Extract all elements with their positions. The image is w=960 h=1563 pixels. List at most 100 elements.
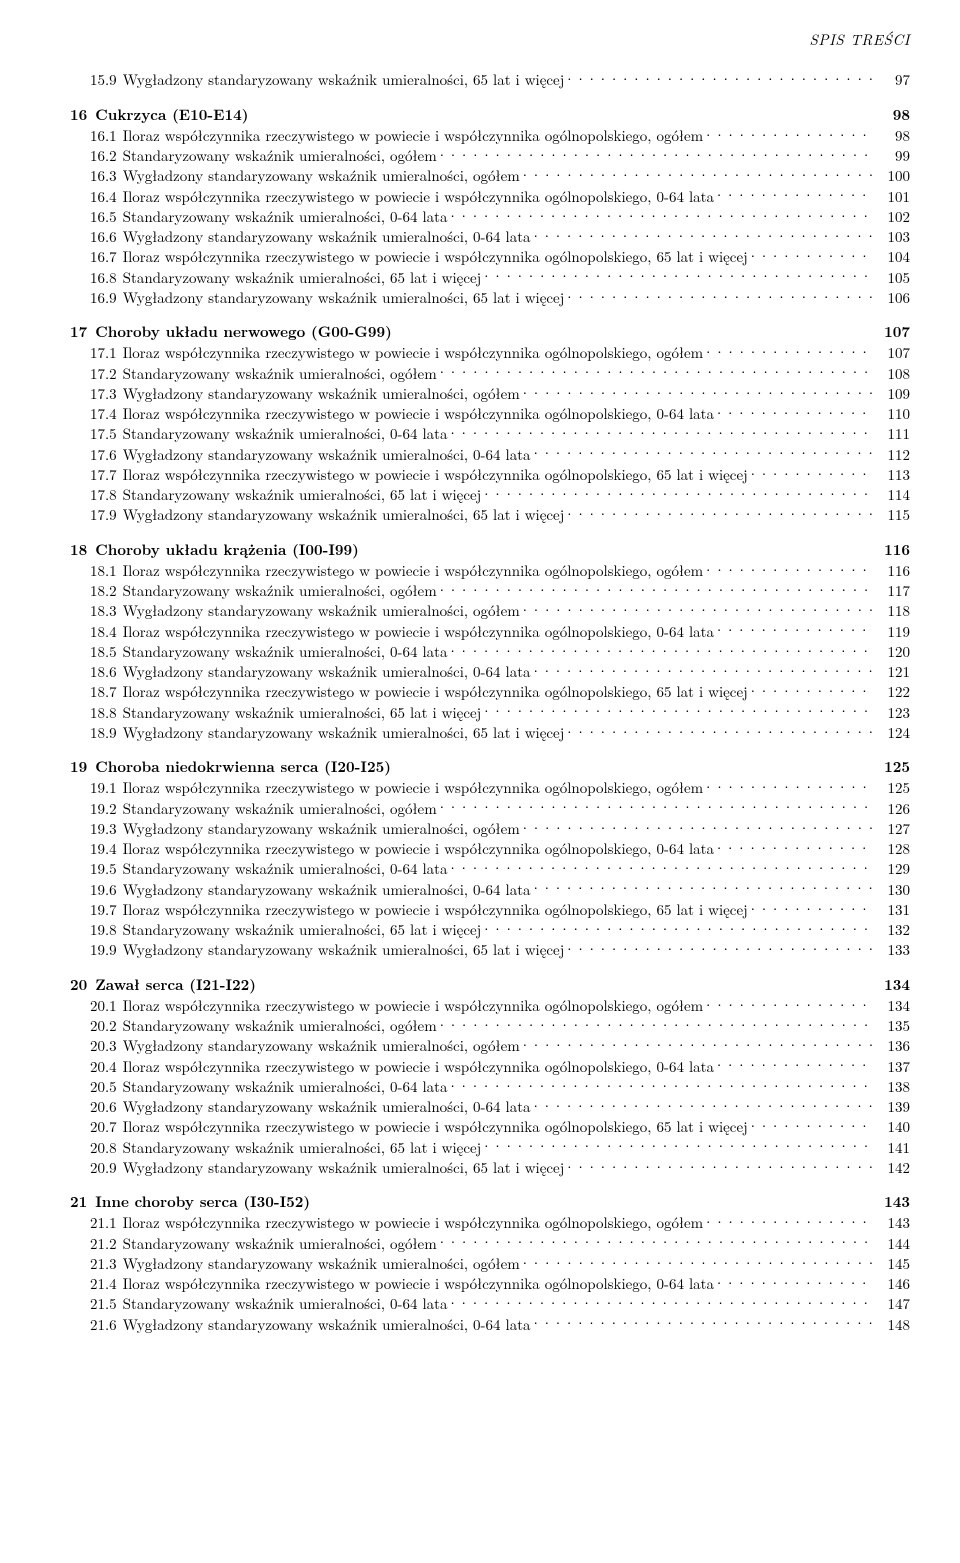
toc-entry: 19.2Standaryzowany wskaźnik umieralności… bbox=[70, 799, 910, 819]
toc-entry-number: 20.3 bbox=[90, 1036, 123, 1056]
toc-leader-dots bbox=[717, 1057, 874, 1072]
toc-entry: 18.5Standaryzowany wskaźnik umieralności… bbox=[70, 642, 910, 662]
toc-leader-dots bbox=[440, 581, 874, 596]
toc-entry-number: 18.7 bbox=[90, 682, 123, 702]
toc-entry-page: 127 bbox=[874, 819, 910, 839]
toc-entry-title: Wygładzony standaryzowany wskaźnik umier… bbox=[123, 1315, 534, 1335]
toc-entry-title: Iloraz współczynnika rzeczywistego w pow… bbox=[123, 404, 717, 424]
toc-section-number: 16 bbox=[70, 105, 95, 125]
toc-entry-number: 18.9 bbox=[90, 723, 123, 743]
toc-leader-dots bbox=[717, 1274, 874, 1289]
toc-section-page: 98 bbox=[880, 105, 910, 125]
toc-leader-dots bbox=[523, 166, 874, 181]
toc-entry-title: Wygładzony standaryzowany wskaźnik umier… bbox=[123, 70, 568, 90]
toc-leader-dots bbox=[523, 1254, 874, 1269]
toc-entry-number: 21.2 bbox=[90, 1234, 123, 1254]
toc-leader-dots bbox=[706, 343, 874, 358]
toc-entry-number: 17.1 bbox=[90, 343, 123, 363]
toc-entry-number: 17.3 bbox=[90, 384, 123, 404]
toc-entry: 21.4Iloraz współczynnika rzeczywistego w… bbox=[70, 1274, 910, 1294]
toc-section-title: Choroby układu nerwowego (G00-G99) bbox=[95, 322, 880, 342]
toc-leader-dots bbox=[484, 1138, 874, 1153]
toc-entry-number: 21.5 bbox=[90, 1294, 123, 1314]
toc-entry-page: 123 bbox=[874, 703, 910, 723]
toc-entry-number: 19.3 bbox=[90, 819, 123, 839]
toc-leader-dots bbox=[706, 996, 874, 1011]
toc-entry: 17.6Wygładzony standaryzowany wskaźnik u… bbox=[70, 445, 910, 465]
toc-entry: 20.9Wygładzony standaryzowany wskaźnik u… bbox=[70, 1158, 910, 1178]
toc-entry-number: 17.4 bbox=[90, 404, 123, 424]
toc-entry: 16.4Iloraz współczynnika rzeczywistego w… bbox=[70, 187, 910, 207]
toc-entry-number: 18.8 bbox=[90, 703, 123, 723]
toc-section: 16Cukrzyca (E10-E14)98 bbox=[70, 105, 910, 125]
toc-entry: 18.8Standaryzowany wskaźnik umieralności… bbox=[70, 703, 910, 723]
toc-leader-dots bbox=[484, 268, 874, 283]
toc-entry: 16.3Wygładzony standaryzowany wskaźnik u… bbox=[70, 166, 910, 186]
toc-entry: 17.1Iloraz współczynnika rzeczywistego w… bbox=[70, 343, 910, 363]
toc-entry: 19.1Iloraz współczynnika rzeczywistego w… bbox=[70, 778, 910, 798]
toc-entry-title: Standaryzowany wskaźnik umieralności, 0-… bbox=[123, 207, 451, 227]
toc-entry-page: 126 bbox=[874, 799, 910, 819]
toc-entry: 21.3Wygładzony standaryzowany wskaźnik u… bbox=[70, 1254, 910, 1274]
toc-leader-dots bbox=[484, 703, 874, 718]
toc-entry-title: Standaryzowany wskaźnik umieralności, 0-… bbox=[123, 1077, 451, 1097]
toc-entry-title: Iloraz współczynnika rzeczywistego w pow… bbox=[123, 1117, 751, 1137]
toc-entry-number: 17.6 bbox=[90, 445, 123, 465]
toc-entry-page: 145 bbox=[874, 1254, 910, 1274]
toc-entry: 16.6Wygładzony standaryzowany wskaźnik u… bbox=[70, 227, 910, 247]
toc-entry: 18.2Standaryzowany wskaźnik umieralności… bbox=[70, 581, 910, 601]
toc-entry: 18.4Iloraz współczynnika rzeczywistego w… bbox=[70, 622, 910, 642]
toc-entry: 18.9Wygładzony standaryzowany wskaźnik u… bbox=[70, 723, 910, 743]
toc-entry-number: 16.2 bbox=[90, 146, 123, 166]
toc-entry-number: 16.1 bbox=[90, 126, 123, 146]
toc-entry-number: 20.4 bbox=[90, 1057, 123, 1077]
toc-entry: 16.8Standaryzowany wskaźnik umieralności… bbox=[70, 268, 910, 288]
toc-entry-title: Standaryzowany wskaźnik umieralności, 65… bbox=[123, 920, 485, 940]
toc-entry-page: 111 bbox=[874, 424, 910, 444]
toc-entry: 16.5Standaryzowany wskaźnik umieralności… bbox=[70, 207, 910, 227]
toc-leader-dots bbox=[440, 364, 874, 379]
toc-entry-number: 19.6 bbox=[90, 880, 123, 900]
toc-entry-page: 102 bbox=[874, 207, 910, 227]
toc-entry: 16.2Standaryzowany wskaźnik umieralności… bbox=[70, 146, 910, 166]
toc-entry-page: 142 bbox=[874, 1158, 910, 1178]
toc-leader-dots bbox=[484, 920, 874, 935]
toc-entry-number: 18.3 bbox=[90, 601, 123, 621]
toc-entry-title: Standaryzowany wskaźnik umieralności, 0-… bbox=[123, 642, 451, 662]
toc-entry-page: 129 bbox=[874, 859, 910, 879]
toc-entry-page: 98 bbox=[874, 126, 910, 146]
toc-entry-title: Iloraz współczynnika rzeczywistego w pow… bbox=[123, 187, 717, 207]
toc-entry-number: 16.6 bbox=[90, 227, 123, 247]
toc-entry-page: 105 bbox=[874, 268, 910, 288]
toc-entry-title: Standaryzowany wskaźnik umieralności, og… bbox=[123, 146, 440, 166]
toc-entry-number: 20.7 bbox=[90, 1117, 123, 1137]
toc-entry-title: Iloraz współczynnika rzeczywistego w pow… bbox=[123, 1057, 717, 1077]
toc-leader-dots bbox=[567, 1158, 874, 1173]
toc-section-title: Inne choroby serca (I30-I52) bbox=[95, 1192, 880, 1212]
toc-section: 18Choroby układu krążenia (I00-I99)116 bbox=[70, 540, 910, 560]
toc-entry-title: Wygładzony standaryzowany wskaźnik umier… bbox=[123, 445, 534, 465]
toc-entry-title: Wygładzony standaryzowany wskaźnik umier… bbox=[123, 880, 534, 900]
toc-entry-title: Wygładzony standaryzowany wskaźnik umier… bbox=[123, 1254, 523, 1274]
toc-section-number: 19 bbox=[70, 757, 95, 777]
toc-entry: 17.8Standaryzowany wskaźnik umieralności… bbox=[70, 485, 910, 505]
toc-leader-dots bbox=[751, 682, 874, 697]
toc-entry: 19.4Iloraz współczynnika rzeczywistego w… bbox=[70, 839, 910, 859]
toc-section-number: 20 bbox=[70, 975, 95, 995]
toc-leader-dots bbox=[706, 778, 874, 793]
toc-entry-page: 119 bbox=[874, 622, 910, 642]
toc-leader-dots bbox=[523, 1036, 874, 1051]
toc-leader-dots bbox=[567, 723, 874, 738]
toc-entry-page: 143 bbox=[874, 1213, 910, 1233]
toc-entry: 18.7Iloraz współczynnika rzeczywistego w… bbox=[70, 682, 910, 702]
toc-section-title: Zawał serca (I21-I22) bbox=[95, 975, 880, 995]
toc-entry-number: 19.1 bbox=[90, 778, 123, 798]
toc-entry-title: Iloraz współczynnika rzeczywistego w pow… bbox=[123, 622, 717, 642]
toc-section-page: 116 bbox=[880, 540, 910, 560]
toc-entry-page: 133 bbox=[874, 940, 910, 960]
toc-entry-title: Iloraz współczynnika rzeczywistego w pow… bbox=[123, 561, 707, 581]
toc-entry-page: 101 bbox=[874, 187, 910, 207]
toc-entry-number: 20.5 bbox=[90, 1077, 123, 1097]
toc-entry-number: 20.8 bbox=[90, 1138, 123, 1158]
toc-entry: 19.5Standaryzowany wskaźnik umieralności… bbox=[70, 859, 910, 879]
